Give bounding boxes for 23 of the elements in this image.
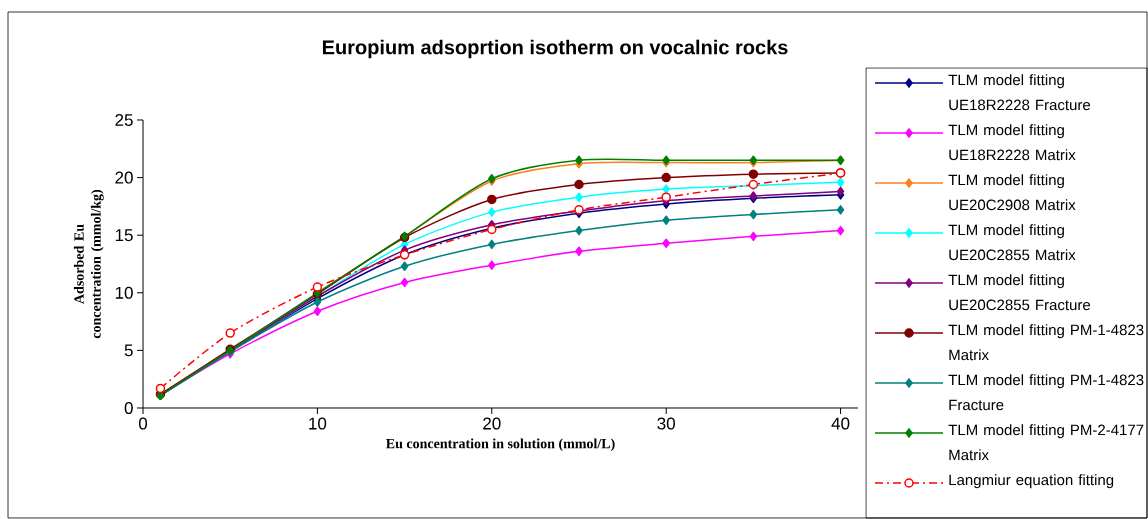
legend-label: TLM model fitting PM-1-4823 Fracture — [948, 374, 1144, 411]
x-tick-label: 10 — [309, 417, 327, 430]
x-axis-title: Eu concentration in solution (mmol/L) — [386, 438, 615, 452]
legend-label: TLM model fitting UE20C2908 Matrix — [948, 174, 1076, 211]
y-tick-label: 25 — [115, 113, 133, 127]
legend-label: TLM model fitting UE18R2228 Fracture — [948, 74, 1091, 111]
y-tick-label: 10 — [115, 286, 133, 299]
chart-title: Europium adsoprtion isotherm on vocalnic rocks — [322, 39, 788, 59]
legend-label: TLM model fitting PM-1-4823 Matrix — [948, 324, 1144, 361]
x-tick-label: 20 — [483, 417, 501, 430]
x-tick-label: 30 — [657, 417, 675, 430]
legend-label: TLM model fitting PM-2-4177 Matrix — [948, 424, 1144, 461]
y-tick-label: 20 — [115, 171, 133, 184]
x-tick-label: 40 — [831, 417, 850, 430]
legend-label: TLM model fitting UE20C2855 Fracture — [948, 274, 1091, 311]
legend-label: Langmiur equation fitting — [949, 474, 1114, 489]
y-tick-label: 5 — [124, 344, 133, 357]
y-tick-label: 15 — [115, 229, 133, 242]
x-tick-label: 0 — [138, 417, 148, 430]
legend-label: TLM model fitting UE20C2855 Matrix — [948, 224, 1076, 261]
y-axis-title: Adsorbed Eu concentration (mmol/kg) — [73, 189, 104, 339]
legend-label: TLM model fitting UE18R2228 Matrix — [948, 124, 1076, 161]
y-tick-label: 0 — [124, 401, 133, 415]
